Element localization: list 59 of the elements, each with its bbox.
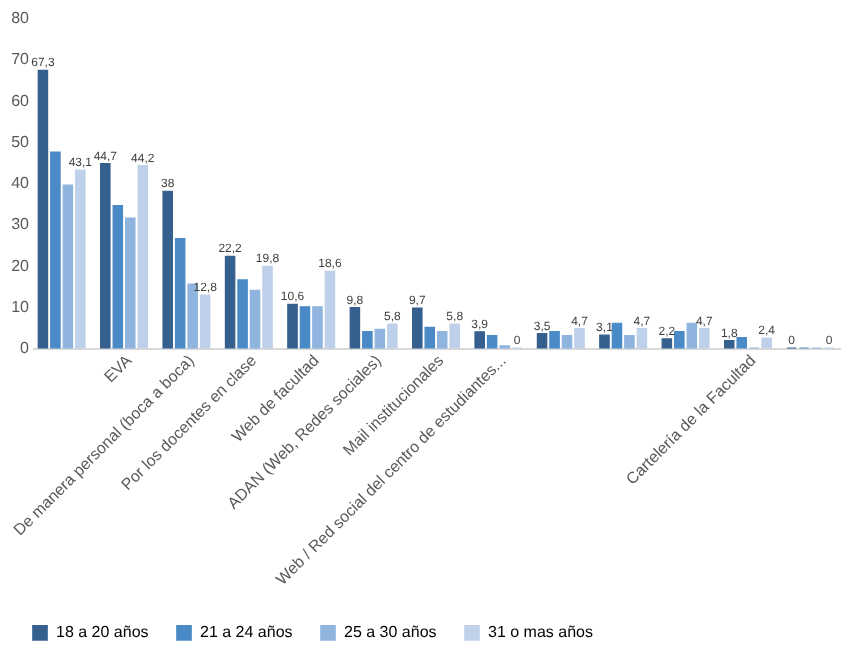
y-tick-label: 20 <box>11 256 31 275</box>
y-tick-label: 60 <box>11 91 31 110</box>
bar <box>549 330 560 349</box>
y-tick-label: 50 <box>11 132 31 151</box>
bar <box>686 322 698 349</box>
bar <box>412 307 423 349</box>
bar <box>561 335 573 349</box>
bar <box>761 337 772 349</box>
bar <box>224 255 236 349</box>
bar <box>37 69 49 349</box>
bar <box>424 326 436 349</box>
bar <box>324 270 336 349</box>
bar <box>237 279 248 349</box>
y-tick-label: 0 <box>20 339 31 357</box>
bar <box>486 335 498 349</box>
bar <box>162 190 173 349</box>
y-tick-label: 30 <box>11 215 31 234</box>
bar <box>299 306 311 349</box>
bar <box>50 151 61 349</box>
bar <box>100 163 111 349</box>
bar <box>362 330 373 349</box>
legend-label: 31 o mas años <box>488 622 593 641</box>
bar <box>699 328 710 349</box>
bar <box>574 328 585 349</box>
bar <box>137 165 149 349</box>
bar <box>174 238 186 349</box>
bar <box>187 283 198 349</box>
x-tick-label: EVA <box>100 350 137 387</box>
legend-label: 21 a 24 años <box>200 622 293 641</box>
bar <box>75 169 86 349</box>
bar <box>611 322 623 349</box>
y-tick-label: 40 <box>11 174 31 192</box>
legend-label: 18 a 20 años <box>56 622 149 641</box>
bar <box>374 328 386 349</box>
bar <box>599 334 610 349</box>
y-tick-label: 80 <box>11 9 31 27</box>
bar <box>199 294 211 349</box>
bar <box>636 328 648 349</box>
bar <box>624 335 635 349</box>
y-tick-label: 10 <box>11 297 31 316</box>
bar <box>436 330 448 349</box>
bar <box>249 289 261 349</box>
legend-label: 25 a 30 años <box>344 622 437 641</box>
bar <box>474 331 485 349</box>
bar <box>312 306 323 349</box>
y-tick-label: 70 <box>11 50 31 69</box>
bar <box>449 323 460 349</box>
bar <box>349 306 361 349</box>
bar <box>736 337 748 349</box>
bar <box>124 217 136 349</box>
bar <box>387 323 398 349</box>
bar <box>723 339 735 349</box>
bar <box>262 265 273 349</box>
bar <box>62 184 74 349</box>
bar <box>287 303 298 349</box>
bar <box>112 205 124 349</box>
bar <box>661 338 673 349</box>
bar <box>536 332 548 349</box>
bar <box>674 330 685 349</box>
